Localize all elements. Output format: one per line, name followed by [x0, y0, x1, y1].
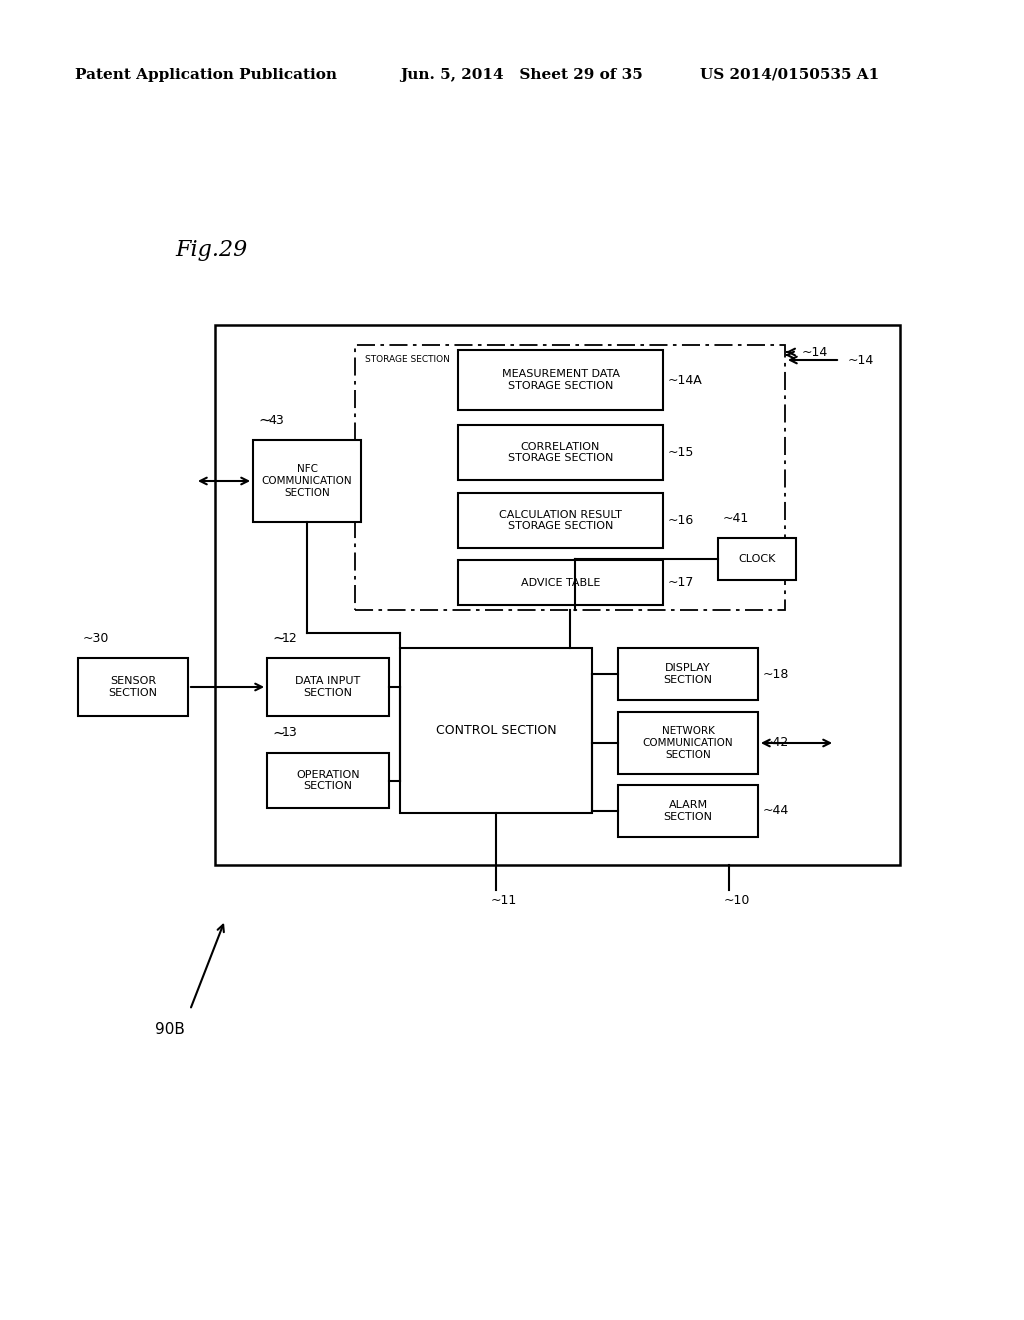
Text: ~14: ~14 — [848, 354, 874, 367]
Text: ~16: ~16 — [668, 513, 694, 527]
Text: CONTROL SECTION: CONTROL SECTION — [435, 723, 556, 737]
Bar — [267, 752, 389, 808]
Bar — [718, 539, 796, 579]
Bar — [458, 492, 663, 548]
Text: ALARM
SECTION: ALARM SECTION — [664, 800, 713, 822]
Bar — [618, 648, 758, 700]
Text: 13: 13 — [282, 726, 298, 739]
Bar — [458, 350, 663, 411]
Text: ~14A: ~14A — [668, 374, 702, 387]
Text: Jun. 5, 2014   Sheet 29 of 35: Jun. 5, 2014 Sheet 29 of 35 — [400, 69, 643, 82]
Text: CALCULATION RESULT
STORAGE SECTION: CALCULATION RESULT STORAGE SECTION — [499, 510, 622, 531]
Text: OPERATION
SECTION: OPERATION SECTION — [296, 770, 359, 791]
Text: Patent Application Publication: Patent Application Publication — [75, 69, 337, 82]
Bar — [458, 560, 663, 605]
Text: DATA INPUT
SECTION: DATA INPUT SECTION — [295, 676, 360, 698]
Text: ~11: ~11 — [490, 894, 517, 907]
Text: ~: ~ — [272, 631, 285, 645]
Text: ~30: ~30 — [83, 631, 110, 644]
Text: 90B: 90B — [155, 1023, 185, 1038]
Text: ~15: ~15 — [668, 446, 694, 459]
Text: MEASUREMENT DATA
STORAGE SECTION: MEASUREMENT DATA STORAGE SECTION — [502, 370, 620, 391]
Text: 12: 12 — [282, 631, 298, 644]
Text: ADVICE TABLE: ADVICE TABLE — [521, 578, 600, 587]
Text: ~17: ~17 — [668, 576, 694, 589]
Text: DISPLAY
SECTION: DISPLAY SECTION — [664, 663, 713, 685]
Text: ~42: ~42 — [763, 737, 790, 750]
Text: Fig.29: Fig.29 — [175, 239, 247, 261]
Text: STORAGE SECTION: STORAGE SECTION — [365, 355, 450, 364]
Text: CORRELATION
STORAGE SECTION: CORRELATION STORAGE SECTION — [508, 442, 613, 463]
Bar — [253, 440, 361, 521]
Text: NFC
COMMUNICATION
SECTION: NFC COMMUNICATION SECTION — [262, 465, 352, 498]
Text: CLOCK: CLOCK — [738, 554, 776, 564]
Text: NETWORK
COMMUNICATION
SECTION: NETWORK COMMUNICATION SECTION — [643, 726, 733, 759]
Bar — [267, 657, 389, 715]
Text: ~10: ~10 — [724, 894, 751, 907]
Bar — [458, 425, 663, 480]
Text: ~18: ~18 — [763, 668, 790, 681]
Bar — [400, 648, 592, 813]
Bar — [78, 657, 188, 715]
Text: ~14: ~14 — [802, 346, 828, 359]
Bar — [355, 345, 785, 610]
Bar — [618, 785, 758, 837]
Text: ~: ~ — [272, 726, 285, 741]
Text: SENSOR
SECTION: SENSOR SECTION — [109, 676, 158, 698]
Text: ~41: ~41 — [723, 511, 750, 524]
Text: 43: 43 — [268, 413, 284, 426]
Text: ~44: ~44 — [763, 804, 790, 817]
Text: US 2014/0150535 A1: US 2014/0150535 A1 — [700, 69, 880, 82]
Text: ~: ~ — [258, 412, 270, 428]
Bar — [215, 325, 900, 865]
Bar — [618, 711, 758, 774]
